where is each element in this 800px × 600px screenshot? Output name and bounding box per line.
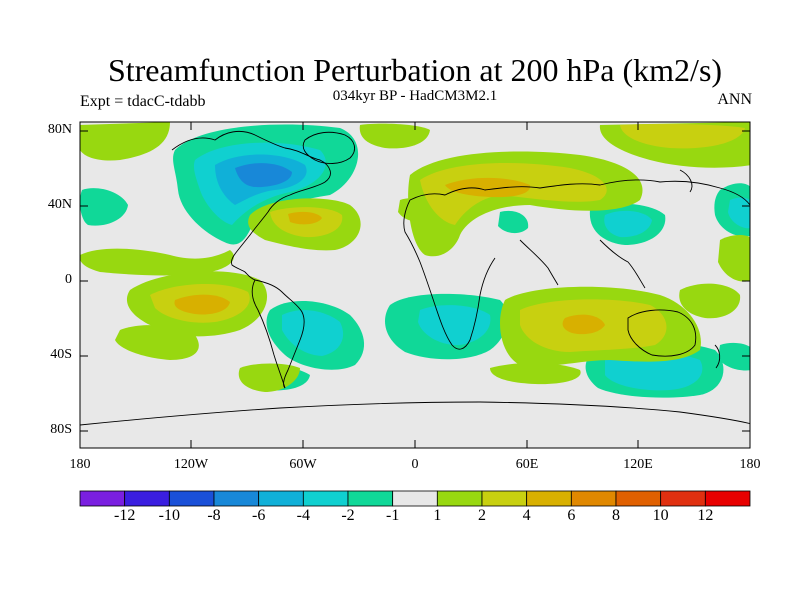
colorbar-swatch <box>258 490 304 507</box>
colorbar-label: -6 <box>251 507 266 524</box>
lat-label-0: 0 <box>65 272 72 287</box>
lon-label-0: 0 <box>411 457 419 472</box>
lat-label-40s: 40S <box>50 347 72 362</box>
colorbar-label: -4 <box>296 507 310 524</box>
axis-ticks <box>80 122 750 448</box>
colorbar-label: 6 <box>567 507 576 524</box>
colorbar-swatch <box>347 490 394 507</box>
colorbar-swatch <box>168 490 215 507</box>
colorbar-swatch <box>570 490 617 507</box>
colorbar-swatch <box>213 490 260 507</box>
colorbar-label: 4 <box>522 507 531 524</box>
lat-label-40n: 40N <box>47 197 72 212</box>
colorbar-label: -1 <box>385 507 400 524</box>
colorbar-swatch <box>481 490 528 507</box>
map-plot-area <box>80 122 750 448</box>
colorbar-swatch <box>526 490 572 507</box>
plot-subtitle: 034kyr BP - HadCM3M2.1 <box>332 88 498 104</box>
colorbar-swatch <box>436 490 483 507</box>
colorbar-swatch <box>392 490 438 507</box>
lon-label-180e: 180 <box>739 457 761 472</box>
colorbar-label: 10 <box>652 507 669 524</box>
colorbar-swatch <box>302 490 349 507</box>
lat-label-80s: 80S <box>50 422 72 437</box>
lon-label-60w: 60W <box>289 457 317 472</box>
colorbar-label: 8 <box>612 507 620 524</box>
coastlines <box>80 130 750 426</box>
season-label: ANN <box>717 91 752 108</box>
positive-anomaly-regions <box>80 122 750 392</box>
colorbar-label: 2 <box>478 507 486 524</box>
plot-title: Streamfunction Perturbation at 200 hPa (… <box>107 52 723 88</box>
colorbar-swatch <box>704 490 751 507</box>
colorbar-label: 1 <box>433 507 442 524</box>
experiment-label: Expt = tdacC-tdabb <box>80 93 206 110</box>
colorbar-label: -8 <box>207 507 221 524</box>
lon-label-120e: 120E <box>623 457 653 472</box>
colorbar-label: -10 <box>158 507 180 524</box>
colorbar-label: 12 <box>697 507 714 524</box>
colorbar-swatch <box>660 490 706 507</box>
colorbar <box>79 490 751 507</box>
colorbar-swatch <box>124 490 170 507</box>
colorbar-swatch <box>79 490 126 507</box>
colorbar-label: -12 <box>113 507 136 524</box>
colorbar-swatch <box>615 490 662 507</box>
lat-label-80n: 80N <box>47 122 72 137</box>
colorbar-label: -2 <box>341 507 355 524</box>
lon-label-120w: 120W <box>173 457 209 472</box>
lon-label-60e: 60E <box>515 457 539 472</box>
lon-label-180w: 180 <box>69 457 91 472</box>
negative-anomaly-regions <box>80 124 750 398</box>
